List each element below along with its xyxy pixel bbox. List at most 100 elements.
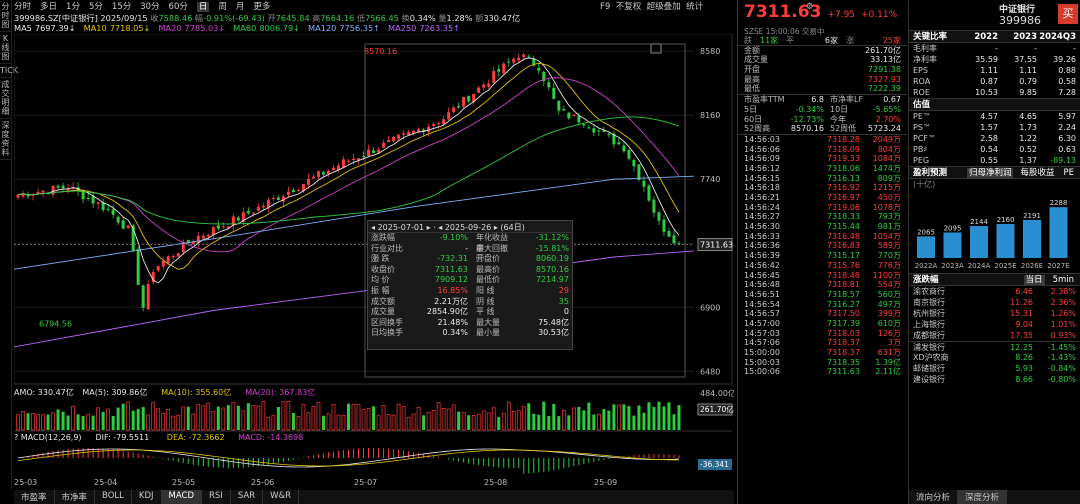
indicator-tab-6[interactable]: SAR — [231, 490, 264, 504]
candle-body — [592, 128, 596, 133]
period-tab-7[interactable]: 日 — [196, 2, 210, 12]
buy-button[interactable]: 买 — [1058, 4, 1078, 24]
volume-bar — [471, 414, 476, 431]
range-val: 21.48% — [437, 317, 468, 327]
range-val: 0.34% — [442, 328, 468, 338]
left-tab-1[interactable]: K线图 — [0, 32, 11, 64]
range-val: -9.10% — [439, 233, 468, 242]
candle-body — [367, 149, 371, 157]
period-tab-4[interactable]: 15分 — [111, 2, 132, 12]
volume-bar — [121, 403, 125, 430]
volume-bar — [196, 404, 201, 431]
overlay-button[interactable]: 超级叠加 — [646, 2, 681, 12]
volume-bar — [501, 413, 506, 431]
forecast-tab-1[interactable]: 每股收益 — [1020, 168, 1055, 178]
fq-button[interactable]: 不复权 — [615, 2, 642, 12]
ratio-val: 0.55 — [980, 156, 998, 165]
forecast-value: 2095 — [944, 224, 962, 232]
period-tab-6[interactable]: 60分 — [168, 2, 188, 12]
stat-button[interactable]: 统计 — [686, 2, 704, 12]
last-price: 7311.63 — [744, 2, 822, 22]
volume-bar — [146, 414, 151, 431]
period-tab-8[interactable]: 周 — [218, 2, 227, 12]
forecast-tab-0[interactable]: 归母净利润 — [966, 168, 1014, 178]
indicator-tab-4[interactable]: MACD — [161, 490, 202, 504]
period-tab-1[interactable]: 多日 — [40, 2, 58, 12]
chg-value: -0.91%(-69.43) — [203, 13, 265, 23]
volume-bar — [331, 404, 336, 431]
tick-qty: 804万 — [877, 144, 901, 154]
candle-body — [66, 188, 70, 191]
range-key2: 最高价 — [475, 264, 500, 274]
settings-icon[interactable]: ⚙ — [805, 2, 814, 12]
leader-tab-1[interactable]: 5min — [1052, 275, 1074, 285]
leader-tab-0[interactable]: 当日 — [1023, 275, 1045, 285]
breadth-up-value: 25家 — [882, 36, 901, 45]
valuation-title: 估值 — [909, 98, 1080, 111]
candle-body — [497, 68, 501, 72]
period-tab-0[interactable]: 分时 — [14, 2, 32, 12]
ratio-val: 2.58 — [980, 134, 998, 143]
left-tab-4[interactable]: 深度资料 — [0, 119, 11, 160]
tick-row: 14:56:33 7316.48 1054万 — [738, 232, 907, 242]
amt-value: 330.47亿 — [483, 13, 521, 23]
indicator-tab-7[interactable]: W&R — [263, 490, 300, 504]
right-bottom-tab-0[interactable]: 流向分析 — [909, 490, 959, 504]
left-tab-0[interactable]: 分时图 — [0, 0, 11, 32]
candle-body — [131, 225, 135, 252]
indicator-tab-2[interactable]: BOLL — [95, 490, 132, 504]
candle-body — [331, 167, 335, 171]
left-tab-2[interactable]: TICK — [0, 64, 18, 78]
range-key: 均 价 — [371, 275, 390, 285]
leader-row[interactable]: 杭州银行 15.31 1.26% — [909, 308, 1080, 319]
leader-pct: 2.36% — [1050, 298, 1076, 307]
ma-label-2: MA20 — [158, 23, 182, 33]
quote-key: 成交量 — [744, 55, 768, 65]
candle-body — [417, 129, 421, 133]
period-tab-3[interactable]: 5分 — [88, 2, 103, 12]
selection-close-icon[interactable] — [650, 43, 662, 54]
tick-list[interactable]: 14:56:03 7318.28 2049万 14:56:06 7318.09 804万 1… — [738, 135, 907, 377]
tick-qty: 1078万 — [872, 202, 901, 212]
indicator-tab-1[interactable]: 市净率 — [55, 490, 96, 504]
leader-row[interactable]: 南京银行 11.26 2.36% — [909, 297, 1080, 308]
volume-bar — [186, 406, 190, 430]
period-tab-10[interactable]: 更多 — [253, 2, 271, 12]
kline-chart[interactable]: 8580816077407320690064807311.638570.1667… — [14, 34, 734, 494]
indicator-tab-3[interactable]: KDJ — [132, 490, 162, 504]
leader-row[interactable]: 浦发银行 12.25 -1.45% — [909, 341, 1080, 352]
period-tab-9[interactable]: 月 — [235, 2, 245, 12]
candle-body — [161, 261, 165, 267]
period-tab-5[interactable]: 30分 — [140, 2, 160, 12]
dea-line — [17, 449, 679, 467]
indicator-tab-0[interactable]: 市盈率 — [14, 490, 55, 504]
forecast-year: 2026E — [1021, 262, 1043, 270]
left-tab-3[interactable]: 成交明细 — [0, 78, 11, 119]
ratio-val: -89.13 — [1050, 156, 1076, 165]
leaders-table: 渝农商行 6.46 2.38% 南京银行 11.26 2.36% 杭州银行 15.31 1.26… — [909, 286, 1080, 385]
indicator-tab-5[interactable]: RSI — [202, 490, 231, 504]
candle-body — [532, 58, 536, 66]
vol-value: 1.28% — [446, 13, 473, 23]
tick-row: 14:56:27 7318.33 793万 — [738, 212, 907, 222]
ratio-val: 4.57 — [980, 112, 998, 121]
leader-row[interactable]: 邮储银行 5.93 -0.84% — [909, 363, 1080, 374]
range-row: 成交额 2.21万亿阴 线 35 — [368, 297, 572, 308]
right-bottom-tab-1[interactable]: 深度分析 — [958, 490, 1008, 504]
quote-key: 最低 — [744, 84, 760, 94]
volume-bar — [662, 406, 666, 430]
forecast-tab-2[interactable]: PE — [1063, 168, 1075, 178]
range-from[interactable]: 2025-07-01 — [377, 223, 425, 232]
volume-bar — [366, 408, 371, 431]
tick-time: 14:56:03 — [744, 134, 780, 144]
leader-row[interactable]: XD沪农商 8.26 -1.43% — [909, 352, 1080, 363]
leader-row[interactable]: 渝农商行 6.46 2.38% — [909, 286, 1080, 297]
macd-tag-box — [698, 459, 732, 470]
f9-button[interactable]: F9 — [600, 2, 611, 12]
period-tab-2[interactable]: 1分 — [66, 2, 80, 12]
leader-row[interactable]: 上海银行 9.04 1.01% — [909, 319, 1080, 330]
leader-row[interactable]: 建设银行 8.66 -0.80% — [909, 374, 1080, 385]
range-to[interactable]: 2025-09-26 — [444, 223, 492, 232]
leader-row[interactable]: 成都银行 17.35 0.93% — [909, 330, 1080, 341]
ratio-val: 5.97 — [1058, 112, 1076, 121]
